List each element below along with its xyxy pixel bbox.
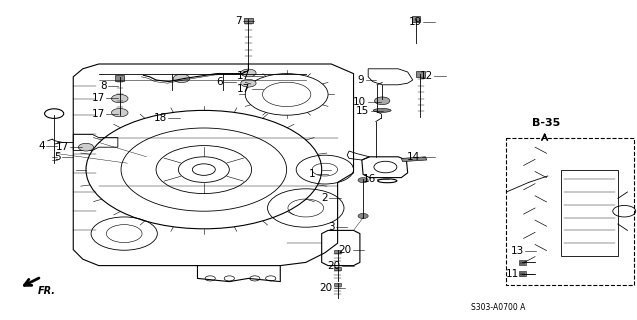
Text: 18: 18 bbox=[154, 113, 167, 124]
Circle shape bbox=[78, 143, 94, 151]
Polygon shape bbox=[401, 157, 427, 162]
Ellipse shape bbox=[373, 108, 391, 112]
Text: 17: 17 bbox=[237, 71, 250, 81]
Text: 12: 12 bbox=[420, 71, 433, 81]
Text: 2: 2 bbox=[322, 193, 328, 204]
Text: 9: 9 bbox=[358, 75, 364, 85]
Text: B-35: B-35 bbox=[532, 118, 560, 128]
Bar bbox=[561, 170, 618, 256]
Bar bbox=[506, 138, 634, 285]
Text: 16: 16 bbox=[362, 174, 376, 184]
Circle shape bbox=[358, 178, 368, 183]
Text: 20: 20 bbox=[338, 245, 352, 255]
Text: 15: 15 bbox=[356, 106, 369, 116]
Text: 10: 10 bbox=[353, 97, 366, 107]
Text: 13: 13 bbox=[510, 246, 524, 256]
Text: 6: 6 bbox=[217, 76, 223, 87]
Text: 11: 11 bbox=[506, 268, 519, 279]
Circle shape bbox=[241, 69, 256, 77]
Text: 19: 19 bbox=[408, 17, 422, 27]
Bar bbox=[115, 75, 124, 81]
Text: 17: 17 bbox=[237, 84, 250, 94]
Text: 14: 14 bbox=[407, 152, 420, 162]
Bar bbox=[334, 250, 341, 253]
Circle shape bbox=[173, 74, 190, 83]
Circle shape bbox=[375, 97, 390, 105]
Text: 20: 20 bbox=[327, 260, 341, 271]
Text: 5: 5 bbox=[54, 152, 61, 162]
Text: 4: 4 bbox=[38, 140, 45, 151]
Text: 1: 1 bbox=[309, 169, 315, 180]
Bar bbox=[244, 18, 253, 23]
Bar bbox=[519, 260, 526, 265]
Bar bbox=[416, 71, 425, 77]
Circle shape bbox=[241, 79, 256, 87]
Bar bbox=[334, 267, 341, 270]
Text: S303-A0700 A: S303-A0700 A bbox=[471, 303, 526, 312]
Circle shape bbox=[358, 213, 368, 219]
Text: 20: 20 bbox=[319, 283, 333, 293]
Bar bbox=[412, 16, 420, 22]
Circle shape bbox=[111, 108, 128, 117]
Circle shape bbox=[111, 94, 128, 103]
Text: FR.: FR. bbox=[38, 286, 56, 296]
Text: 7: 7 bbox=[236, 16, 242, 26]
Text: 3: 3 bbox=[328, 222, 334, 232]
Text: 17: 17 bbox=[92, 92, 105, 103]
Bar bbox=[334, 283, 341, 286]
Bar bbox=[519, 271, 526, 276]
Text: 8: 8 bbox=[101, 81, 107, 91]
Text: 17: 17 bbox=[55, 142, 69, 152]
Text: 17: 17 bbox=[92, 108, 105, 119]
